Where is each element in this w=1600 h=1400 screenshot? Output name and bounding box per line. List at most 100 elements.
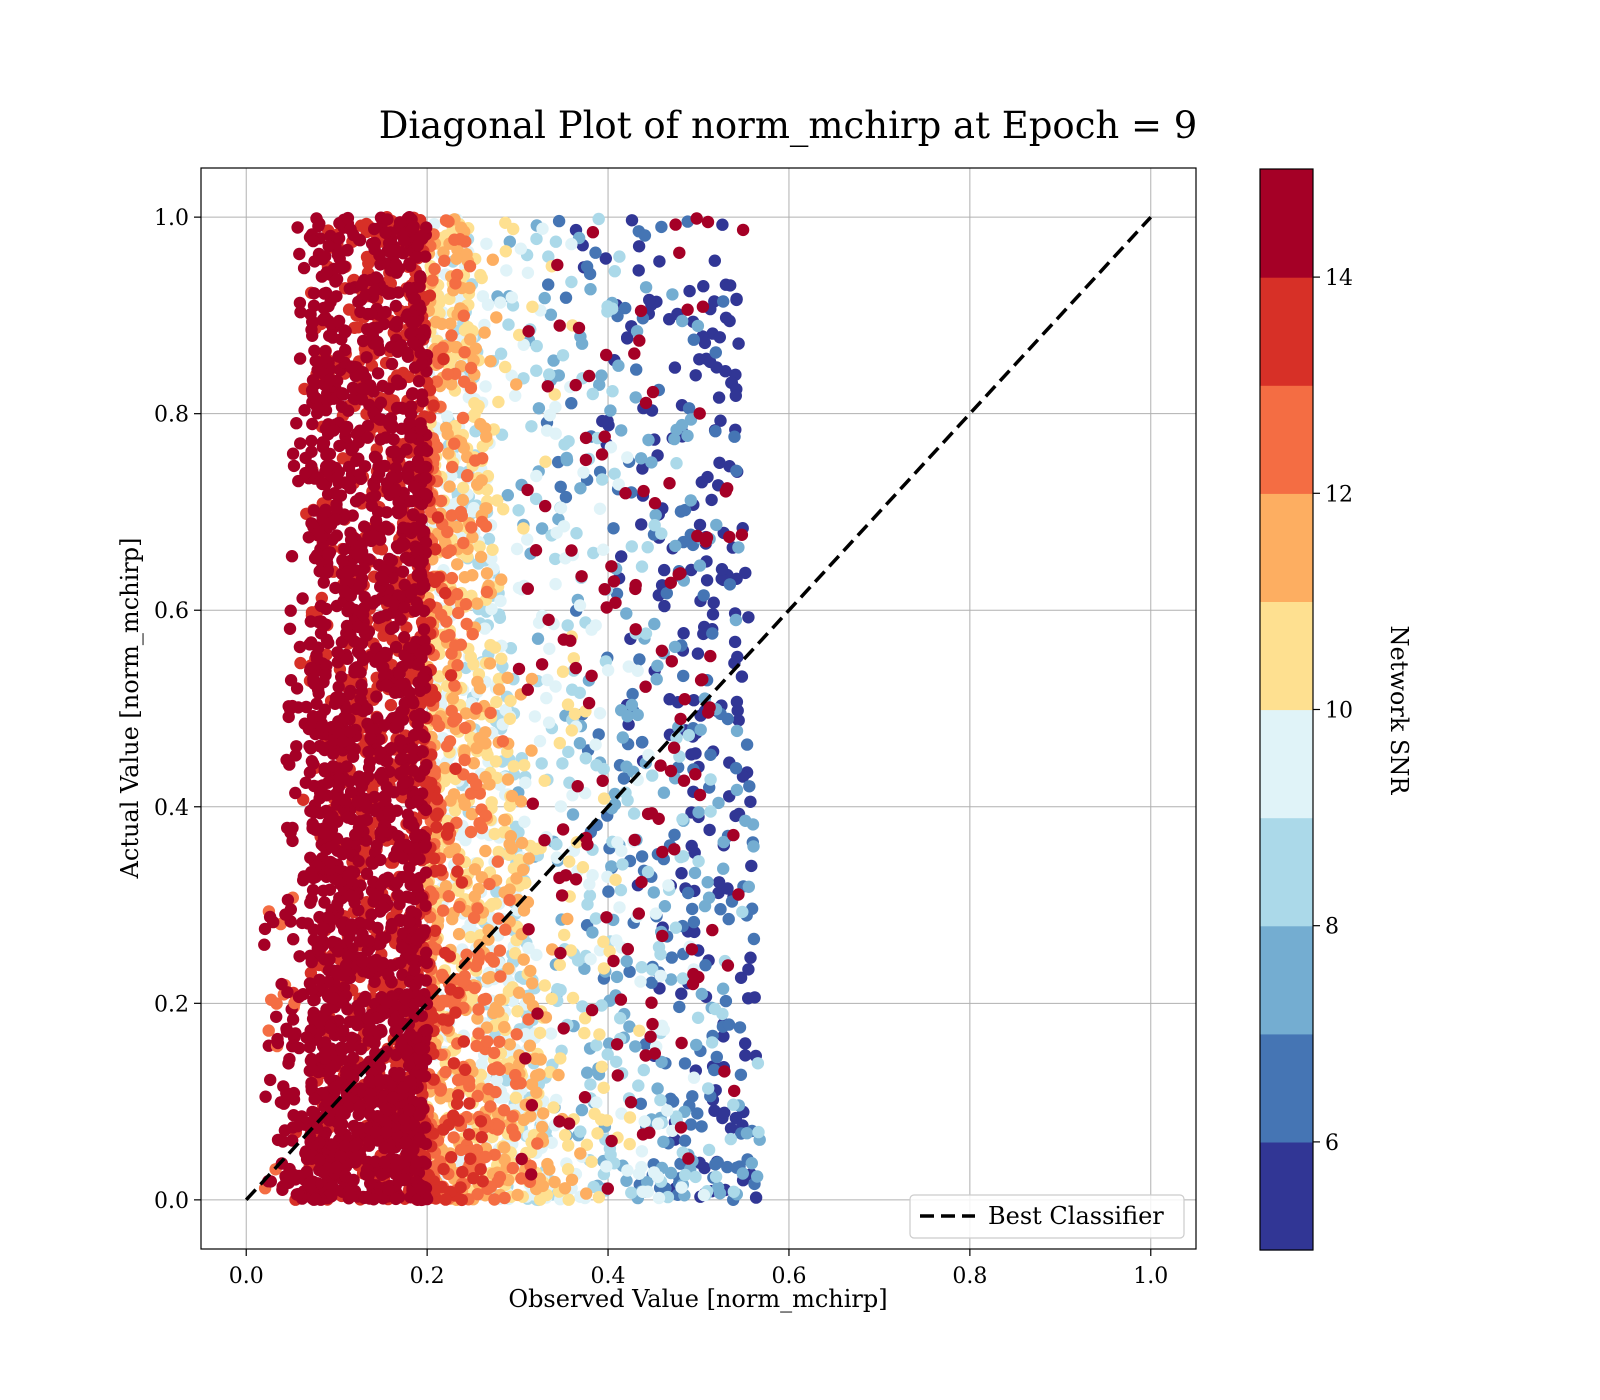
scatter-point	[517, 522, 530, 535]
scatter-point	[592, 1191, 606, 1204]
scatter-point	[383, 418, 396, 431]
scatter-point	[448, 842, 462, 855]
scatter-point	[464, 787, 478, 800]
scatter-point	[438, 761, 452, 775]
scatter-point	[426, 274, 439, 287]
scatter-point	[703, 823, 716, 837]
scatter-point	[702, 1082, 715, 1095]
scatter-point	[474, 1163, 487, 1176]
scatter-point	[358, 590, 371, 604]
scatter-point	[646, 385, 660, 399]
scatter-point	[664, 764, 678, 778]
scatter-point	[632, 240, 646, 253]
scatter-point	[661, 1104, 674, 1117]
scatter-point	[535, 757, 548, 770]
scatter-point	[606, 302, 619, 315]
scatter-point	[505, 842, 518, 855]
scatter-point	[355, 278, 368, 292]
scatter-point	[629, 578, 642, 592]
scatter-point	[686, 977, 700, 991]
scatter-point	[419, 643, 433, 656]
scatter-point	[535, 1120, 549, 1134]
scatter-point	[601, 1182, 614, 1195]
scatter-point	[498, 813, 512, 827]
scatter-point	[689, 747, 702, 760]
scatter-point	[729, 613, 743, 627]
scatter-point	[338, 584, 351, 598]
scatter-point	[521, 582, 534, 595]
scatter-point	[683, 284, 696, 298]
scatter-point	[639, 680, 652, 693]
scatter-point	[628, 347, 641, 360]
scatter-point	[601, 1048, 614, 1061]
scatter-point	[597, 762, 610, 776]
scatter-point	[431, 511, 445, 524]
scatter-point	[289, 786, 302, 800]
scatter-point	[335, 670, 348, 684]
scatter-point	[492, 683, 506, 696]
scatter-point	[678, 503, 692, 517]
scatter-point	[494, 594, 507, 608]
scatter-point	[483, 778, 496, 791]
scatter-point	[490, 695, 503, 709]
scatter-point	[317, 921, 330, 934]
scatter-point	[565, 275, 578, 289]
scatter-point	[710, 518, 723, 532]
scatter-point	[414, 417, 427, 430]
scatter-point	[544, 308, 558, 321]
scatter-point	[578, 1012, 592, 1025]
scatter-point	[706, 608, 720, 621]
scatter-point	[317, 576, 330, 589]
scatter-point	[286, 1013, 300, 1026]
scatter-point	[491, 855, 504, 868]
scatter-point	[655, 644, 669, 657]
scatter-point	[373, 746, 387, 759]
scatter-point	[556, 757, 569, 770]
scatter-point	[523, 1039, 537, 1052]
scatter-point	[744, 795, 757, 808]
scatter-point	[484, 638, 497, 652]
scatter-point	[293, 950, 306, 963]
scatter-point	[554, 1052, 567, 1065]
scatter-point	[341, 243, 354, 257]
scatter-point	[619, 487, 632, 500]
scatter-point	[721, 1160, 734, 1174]
scatter-point	[391, 345, 404, 358]
scatter-point	[634, 452, 648, 465]
scatter-point	[595, 448, 609, 461]
scatter-point	[699, 959, 712, 972]
scatter-point	[449, 277, 462, 290]
scatter-point	[324, 1063, 337, 1076]
scatter-point	[566, 789, 579, 802]
scatter-point	[732, 888, 745, 901]
scatter-point	[502, 984, 516, 998]
scatter-point	[389, 1192, 403, 1206]
scatter-point	[486, 543, 499, 556]
scatter-point	[702, 706, 715, 719]
scatter-point	[608, 265, 621, 278]
scatter-point	[633, 1024, 646, 1038]
scatter-point	[331, 248, 344, 261]
scatter-point	[547, 354, 560, 367]
scatter-point	[464, 1152, 477, 1166]
scatter-point	[466, 530, 479, 544]
scatter-point	[369, 594, 382, 608]
scatter-point	[396, 565, 410, 578]
scatter-point	[354, 305, 367, 319]
scatter-point	[731, 650, 744, 664]
scatter-point	[533, 1193, 547, 1206]
scatter-point	[690, 1038, 703, 1052]
scatter-point	[652, 1191, 666, 1205]
scatter-point	[610, 1038, 624, 1051]
scatter-point	[510, 378, 523, 391]
scatter-point	[729, 762, 743, 775]
scatter-point	[728, 1084, 741, 1098]
scatter-point	[398, 601, 411, 614]
scatter-point	[565, 237, 578, 251]
scatter-point	[529, 492, 543, 506]
scatter-point	[555, 889, 569, 902]
scatter-point	[654, 1093, 667, 1107]
scatter-point	[552, 1068, 565, 1082]
scatter-point	[479, 737, 492, 750]
scatter-point	[503, 235, 516, 248]
